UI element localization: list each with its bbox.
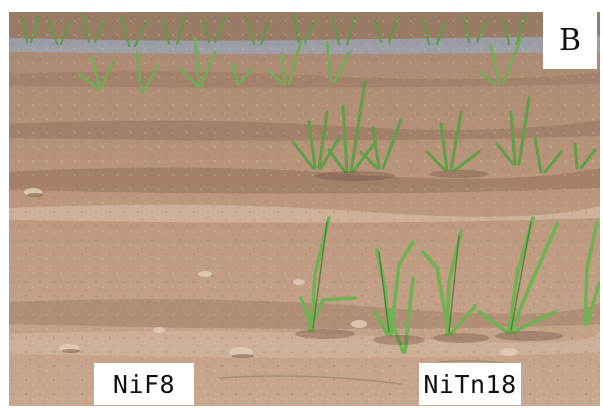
seedlings-mid-left [77, 36, 523, 94]
soil-texture [9, 12, 600, 406]
plant-shadows [295, 170, 563, 345]
plot-label-right: NiTn18 [419, 363, 521, 405]
seedlings-row-2 [291, 80, 597, 174]
soil-clods [24, 188, 518, 357]
plot-label-left: NiF8 [94, 363, 194, 405]
maize-field-scene [9, 12, 600, 406]
panel-letter-label: B [543, 12, 597, 69]
field-photo [9, 12, 600, 406]
